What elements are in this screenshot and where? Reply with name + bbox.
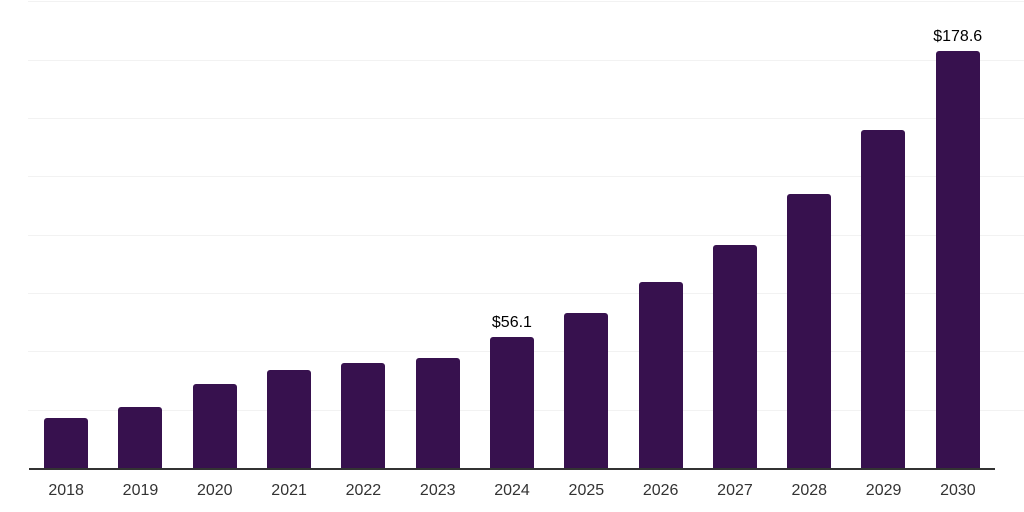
- bar-slot: [712, 244, 757, 468]
- bar: [192, 384, 237, 468]
- bar: [638, 282, 683, 468]
- gridline: [28, 1, 1024, 3]
- bar: [935, 51, 980, 468]
- bar-slot: [861, 130, 906, 468]
- x-axis-line: [29, 468, 995, 470]
- x-tick-label: 2020: [196, 482, 233, 499]
- bar: [712, 244, 757, 468]
- gridline: [28, 292, 1024, 294]
- bar-slot: [415, 357, 460, 468]
- x-tick-label: 2027: [717, 482, 753, 499]
- gridline: [28, 234, 1024, 236]
- x-tick-label: 2021: [271, 482, 307, 499]
- bar-slot: [341, 363, 386, 468]
- bar-series: $56.1 $178.6: [29, 0, 995, 468]
- x-tick-label: 2023: [419, 482, 456, 499]
- x-tick-label: 2030: [940, 482, 976, 499]
- bar-slot: [44, 418, 89, 468]
- bar: [861, 130, 906, 468]
- x-tick-label: 2025: [568, 482, 605, 499]
- bar-slot: [564, 313, 609, 468]
- bar-slot: [267, 370, 312, 468]
- x-tick-label: 2026: [642, 482, 679, 499]
- bar: [787, 194, 832, 468]
- x-tick-label: 2018: [48, 482, 84, 499]
- bar: [44, 418, 89, 468]
- bar-slot: [638, 282, 683, 468]
- bar: [118, 407, 163, 468]
- x-tick-label: 2022: [345, 482, 382, 499]
- gridline: [28, 176, 1024, 178]
- bar-slot: [787, 194, 832, 468]
- bar-slot: [118, 407, 163, 468]
- x-tick-label: 2019: [122, 482, 159, 499]
- x-tick-label: 2024: [494, 482, 530, 499]
- bar-value-label: $56.1: [491, 313, 532, 331]
- bar: [341, 363, 386, 468]
- x-tick-label: 2028: [791, 482, 828, 499]
- bar: [489, 337, 534, 468]
- bar-slot: [192, 384, 237, 468]
- bar: [415, 357, 460, 468]
- gridline: [28, 59, 1024, 61]
- bar: [267, 370, 312, 468]
- bar-slot: $56.1: [489, 314, 534, 468]
- gridline: [28, 117, 1024, 119]
- bar-slot: $178.6: [933, 28, 982, 468]
- bar: [564, 313, 609, 468]
- bar-value-label: $178.6: [933, 27, 983, 45]
- x-tick-label: 2029: [865, 482, 902, 499]
- x-axis-labels: 2018 2019 2020 2021 2022 2023 2024 2025 2026 2027…: [29, 470, 995, 512]
